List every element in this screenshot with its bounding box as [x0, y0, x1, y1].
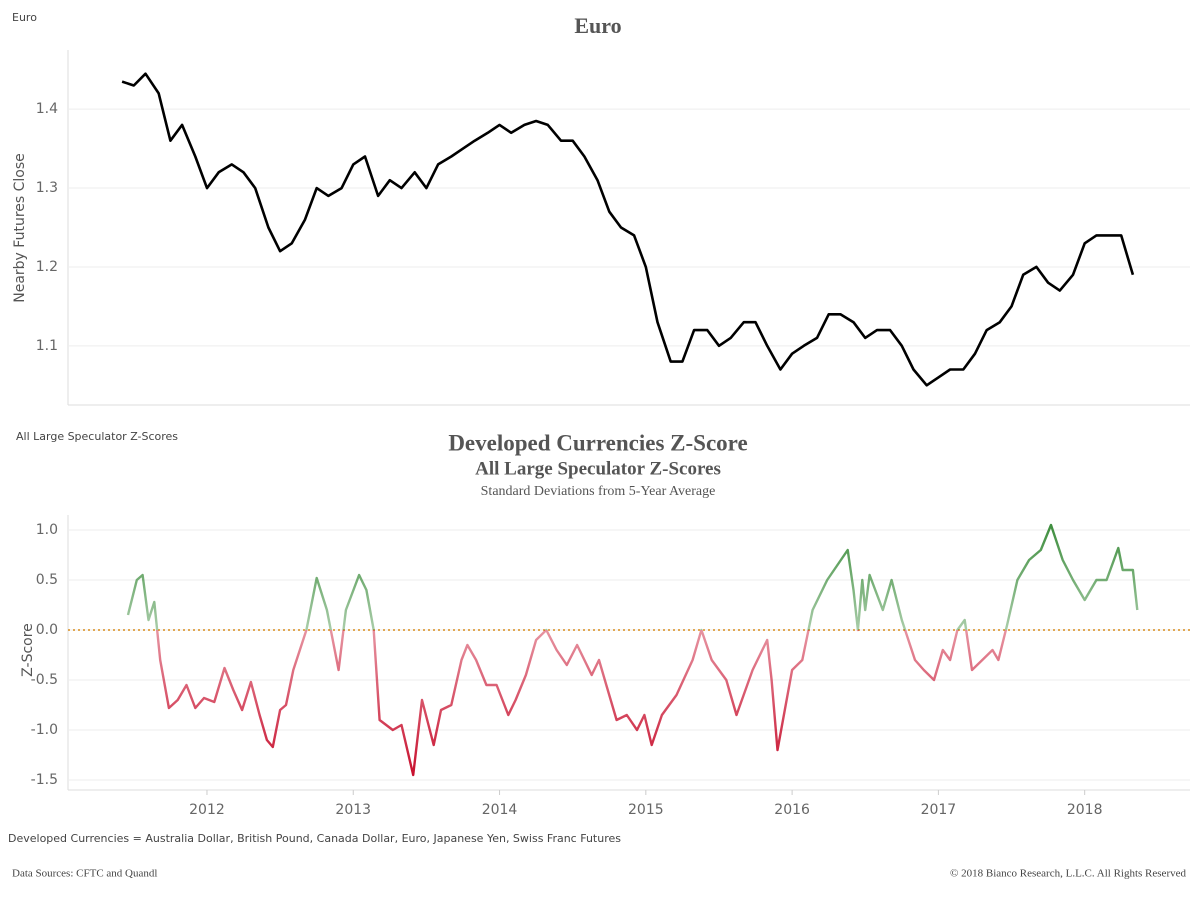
y-tick-label: -1.5: [31, 772, 58, 788]
y-tick-label: 1.3: [36, 180, 58, 196]
caption: Euro: [12, 11, 37, 24]
chart-title: Euro: [574, 13, 621, 38]
y-tick-label: -0.5: [31, 672, 58, 688]
y-tick-label: 0.0: [36, 622, 58, 638]
x-tick-label: 2015: [628, 802, 664, 818]
copyright: © 2018 Bianco Research, L.L.C. All Right…: [950, 868, 1186, 880]
y-tick-label: 1.4: [36, 101, 58, 117]
chart-note: Standard Deviations from 5-Year Average: [481, 484, 716, 499]
data-line: [126, 523, 1139, 777]
data-line: [121, 72, 1135, 387]
y-axis-label: Nearby Futures Close: [12, 153, 28, 303]
y-tick-label: 1.1: [36, 338, 58, 354]
sources: Data Sources: CFTC and Quandl: [12, 868, 157, 880]
x-tick-label: 2013: [335, 802, 371, 818]
y-tick-label: 1.2: [36, 259, 58, 275]
x-tick-label: 2017: [921, 802, 957, 818]
x-tick-label: 2014: [482, 802, 518, 818]
y-tick-label: -1.0: [31, 722, 58, 738]
chart-subtitle: All Large Speculator Z-Scores: [475, 458, 721, 479]
y-tick-label: 0.5: [36, 572, 58, 588]
x-tick-label: 2012: [189, 802, 225, 818]
x-tick-label: 2018: [1067, 802, 1103, 818]
x-tick-label: 2016: [774, 802, 810, 818]
chart-title: Developed Currencies Z-Score: [448, 430, 747, 455]
y-axis-label: Z-Score: [20, 623, 36, 677]
y-tick-label: 1.0: [36, 522, 58, 538]
caption: All Large Speculator Z-Scores: [16, 430, 178, 443]
footnote: Developed Currencies = Australia Dollar,…: [8, 832, 621, 845]
